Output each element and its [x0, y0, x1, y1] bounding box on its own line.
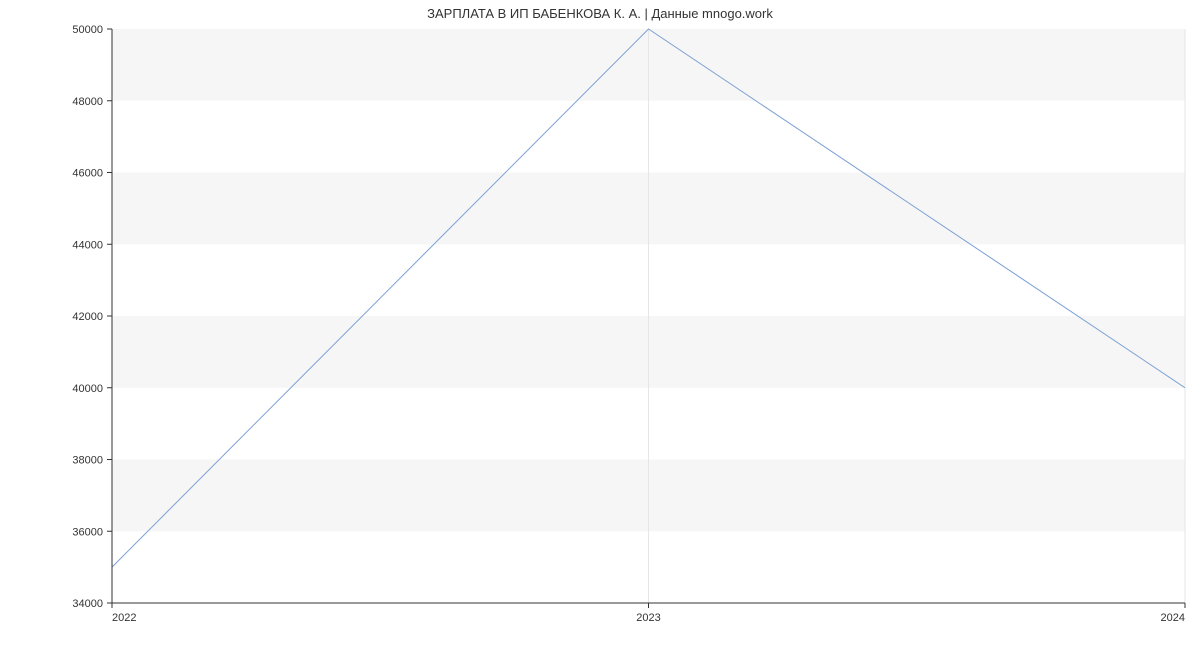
y-tick-label: 38000 [72, 455, 103, 467]
x-tick-label: 2022 [112, 612, 136, 624]
y-tick-label: 34000 [72, 598, 103, 610]
y-tick-label: 40000 [72, 383, 103, 395]
chart-svg: 34000 36000 38000 40000 42000 44000 46000 48000… [0, 0, 1200, 650]
y-tick-label: 42000 [72, 311, 103, 323]
salary-line-chart: ЗАРПЛАТА В ИП БАБЕНКОВА К. А. | Данные m… [0, 0, 1200, 650]
x-tick-label: 2023 [636, 612, 660, 624]
y-tick-label: 50000 [72, 24, 103, 36]
y-tick-label: 48000 [72, 96, 103, 108]
y-tick-label: 46000 [72, 168, 103, 180]
y-tick-label: 44000 [72, 239, 103, 251]
x-tick-label: 2024 [1161, 612, 1185, 624]
y-tick-label: 36000 [72, 526, 103, 538]
